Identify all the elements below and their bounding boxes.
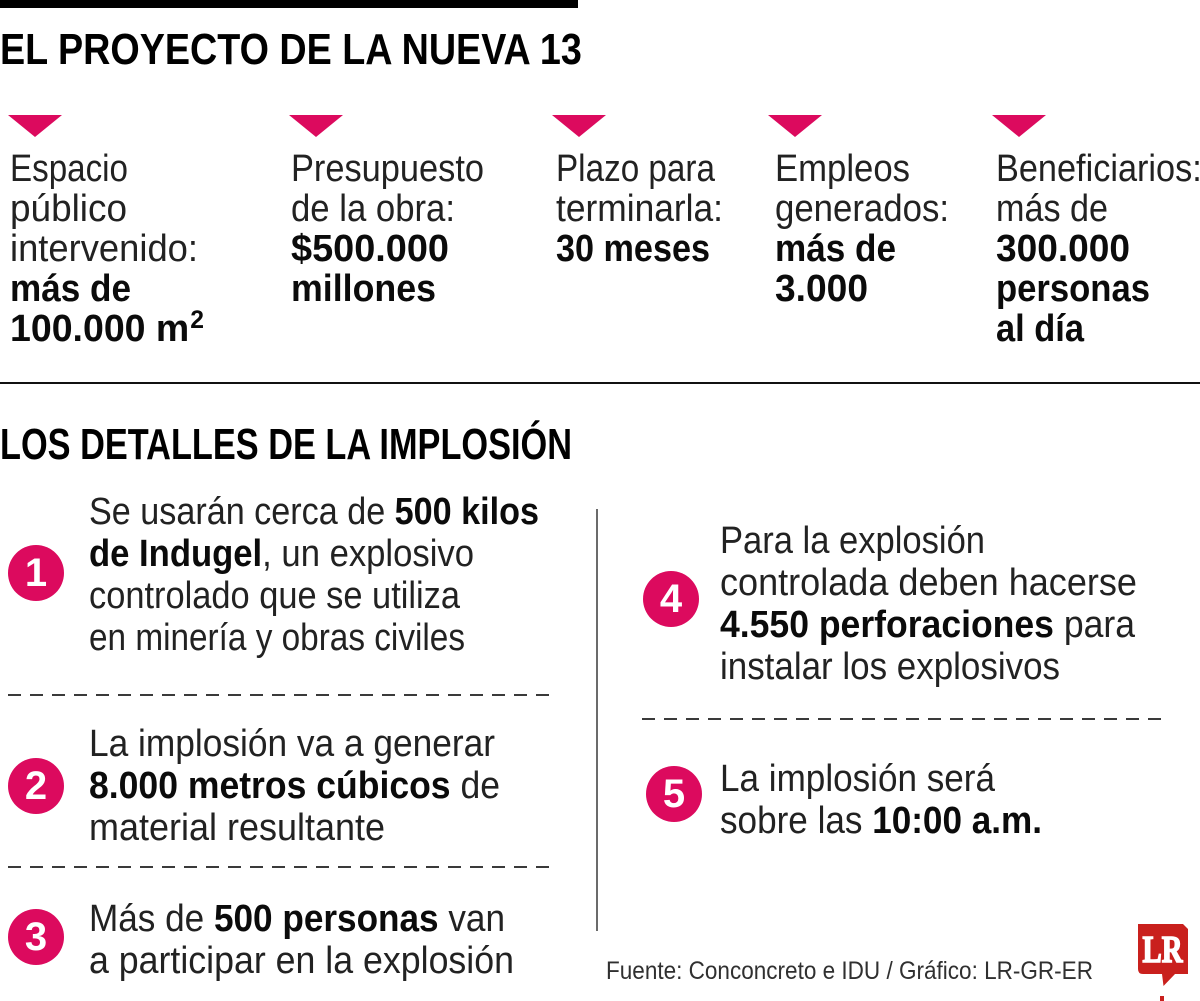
svg-text:LR: LR bbox=[1143, 929, 1183, 971]
